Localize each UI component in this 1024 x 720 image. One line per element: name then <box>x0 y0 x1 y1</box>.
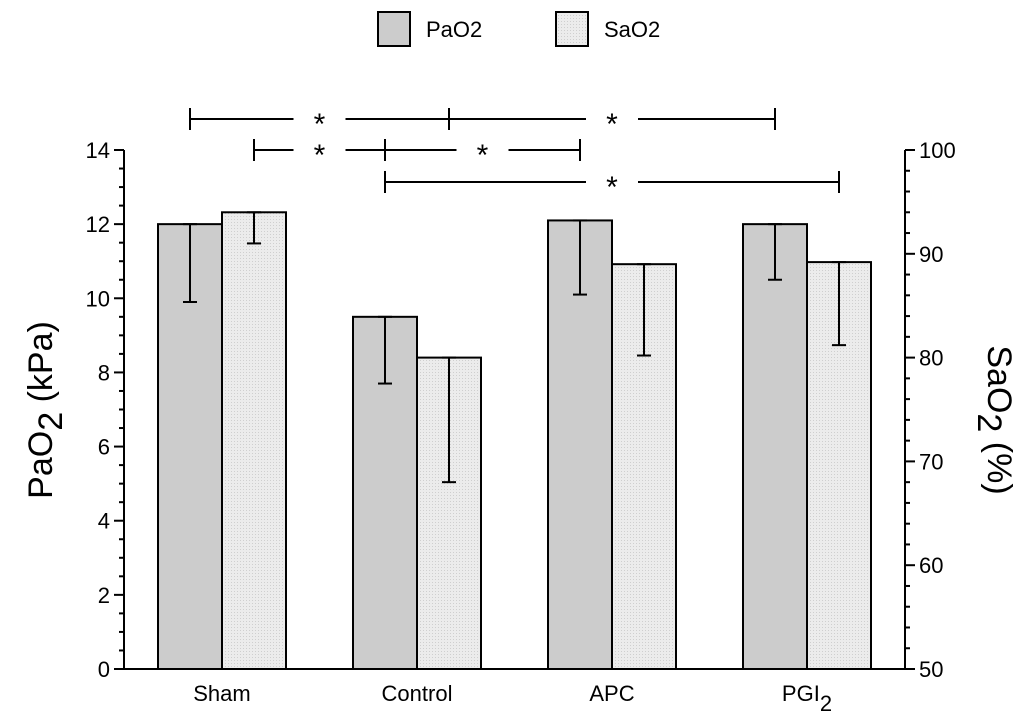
y-right-tick-label: 70 <box>919 449 943 474</box>
y-left-tick-label: 4 <box>98 509 110 534</box>
y-left-axis-title: PaO2 (kPa) <box>22 321 70 499</box>
y-left-tick-label: 8 <box>98 360 110 385</box>
sig-star-4: * <box>606 171 618 204</box>
sig-star-2: * <box>314 139 326 172</box>
y-right-tick-label: 60 <box>919 553 943 578</box>
sig-star-0: * <box>314 108 326 141</box>
y-left-tick-label: 12 <box>86 212 110 237</box>
bars <box>157 211 872 671</box>
y-right-tick-label: 80 <box>919 346 943 371</box>
bar-sao2-apc <box>611 263 677 670</box>
y-right-tick-label: 100 <box>919 138 956 163</box>
x-tick-label-apc: APC <box>589 681 634 706</box>
x-tick-label-pgi2: PGI2 <box>782 681 832 716</box>
sig-star-1: * <box>606 108 618 141</box>
legend: PaO2 SaO2 <box>377 11 660 47</box>
legend-label-sao2: SaO2 <box>604 17 660 42</box>
y-left-tick-label: 2 <box>98 583 110 608</box>
y-left-tick-label: 0 <box>98 657 110 682</box>
significance-brackets: * ** ** <box>189 108 840 204</box>
y-right-tick-label: 90 <box>919 242 943 267</box>
y-right-axis-title: SaO2 (%) <box>970 345 1018 494</box>
y-left-tick-label: 14 <box>86 138 110 163</box>
x-tick-label-control: Control <box>382 681 453 706</box>
legend-swatch-sao2 <box>555 11 589 47</box>
legend-label-pao2: PaO2 <box>426 17 482 42</box>
bar-sao2-sham <box>221 211 287 670</box>
axes: 0 2 4 6 8 10 12 14 50 60 70 80 90 100 Sham Control APC PG… <box>22 138 1018 716</box>
x-tick-label-sham: Sham <box>193 681 250 706</box>
bar-sao2-control <box>416 356 482 670</box>
y-left-tick-label: 6 <box>98 435 110 460</box>
legend-swatch-pao2 <box>377 11 411 47</box>
y-left-tick-label: 10 <box>86 286 110 311</box>
y-right-tick-label: 50 <box>919 657 943 682</box>
sig-star-3: * <box>477 139 489 172</box>
bar-pao2-pgi2 <box>742 223 808 670</box>
error-bars <box>183 211 846 484</box>
